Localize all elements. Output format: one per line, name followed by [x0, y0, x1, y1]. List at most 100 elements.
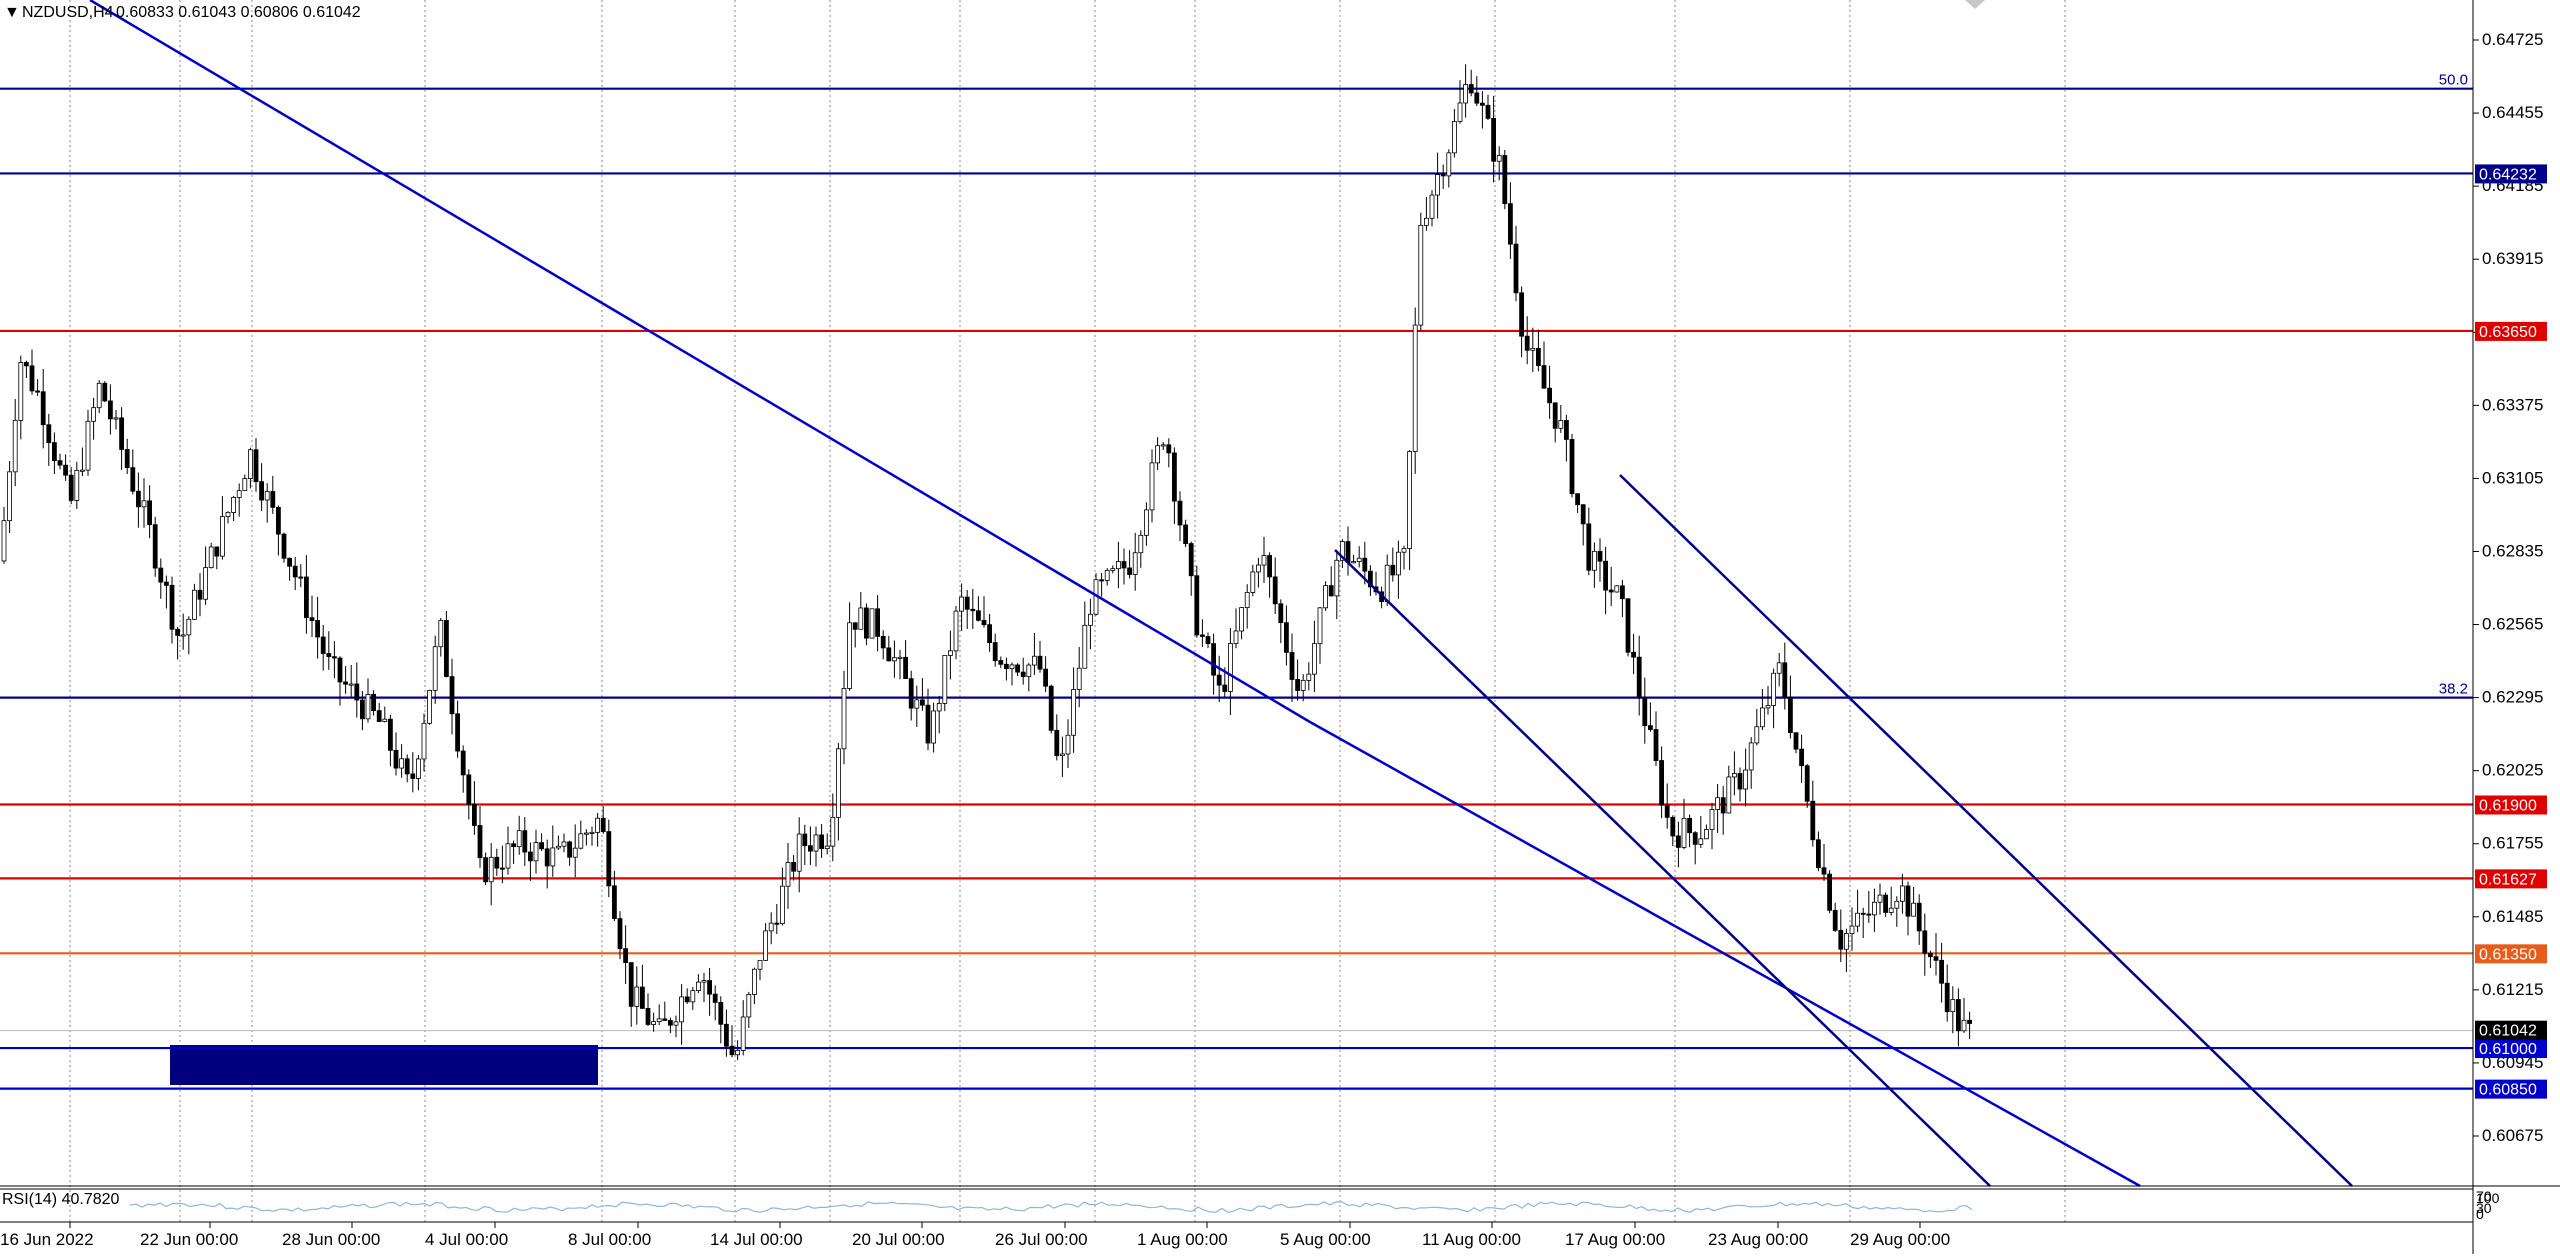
candle-bull — [763, 930, 768, 961]
candle-bull — [679, 996, 684, 1023]
candle-bear — [1513, 243, 1519, 294]
candle-bear — [404, 758, 410, 775]
candle-bear — [158, 567, 164, 583]
candle-bull — [1032, 655, 1037, 666]
candle-bear — [645, 1008, 651, 1025]
candle-bear — [1183, 524, 1188, 544]
candle-bear — [623, 948, 628, 963]
candle-bull — [421, 722, 427, 760]
candle-bear — [1642, 696, 1648, 727]
candle-bull — [1356, 557, 1362, 563]
candle-bull — [1888, 907, 1894, 913]
trendlines[interactable] — [89, 0, 2353, 1188]
candle-bull — [948, 650, 953, 656]
price-badge-label: 0.64232 — [2479, 166, 2537, 183]
demand-zone-rect[interactable] — [170, 1045, 598, 1085]
candle-bull — [942, 655, 948, 704]
candle-bull — [869, 608, 875, 639]
channel-upper[interactable] — [1619, 474, 2353, 1187]
candle-bear — [1564, 420, 1569, 440]
time-label: 14 Jul 00:00 — [710, 1230, 803, 1249]
candle-bull — [91, 407, 96, 422]
candle-bear — [1502, 155, 1508, 205]
time-label: 8 Jul 00:00 — [568, 1230, 651, 1249]
candle-bear — [1547, 387, 1552, 404]
price-tick-label: 0.62565 — [2482, 615, 2543, 634]
price-tick-label: 0.63915 — [2482, 249, 2543, 268]
candle-bear — [808, 845, 813, 852]
candle-bull — [1334, 559, 1340, 597]
candle-bull — [1384, 564, 1390, 603]
candle-bull — [1900, 885, 1905, 902]
candle-bear — [718, 1002, 724, 1025]
time-axis[interactable]: 16 Jun 2022 22 Jun 00:00 28 Jun 00:00 4 Jul… — [0, 1222, 1950, 1249]
candle-bull — [824, 845, 830, 850]
candle-bull — [1681, 817, 1687, 848]
candle-bull — [595, 817, 600, 833]
candle-bull — [1396, 551, 1401, 576]
candle-bear — [298, 576, 304, 579]
candle-bear — [169, 584, 175, 630]
time-label: 16 Jun 2022 — [0, 1230, 94, 1249]
candle-bull — [651, 1021, 656, 1025]
candle-bear — [1816, 839, 1821, 869]
trendline-main[interactable] — [89, 0, 1311, 724]
candle-bear — [1575, 493, 1580, 506]
candle-bull — [1760, 707, 1765, 728]
candle-bear — [998, 660, 1004, 665]
trendline-main-ext[interactable] — [1309, 720, 2141, 1188]
candle-bull — [1732, 773, 1737, 778]
horizontal-levels[interactable]: 50.0 38.2 — [0, 72, 2473, 1090]
candle-bear — [964, 596, 970, 610]
candle-bear — [1883, 894, 1888, 913]
candle-bull — [533, 842, 539, 862]
candle-bear — [35, 390, 40, 393]
price-tick-label: 0.62835 — [2482, 541, 2543, 560]
candle-bull — [225, 512, 231, 518]
candle-bear — [1670, 816, 1676, 837]
candle-bear — [275, 506, 281, 535]
candle-bull — [18, 362, 24, 421]
ohlc-values: 0.60833 0.61043 0.60806 0.61042 — [116, 4, 361, 21]
candle-bear — [1166, 444, 1172, 454]
price-axis[interactable]: 0.647250.644550.641850.639150.636450.633… — [2473, 30, 2543, 1145]
candle-bear — [567, 841, 572, 858]
candle-bear — [819, 834, 824, 850]
candle-bull — [1463, 84, 1468, 104]
channel-lower[interactable] — [1334, 549, 1991, 1187]
candle-bull — [1155, 445, 1160, 464]
candle-bull — [96, 382, 102, 409]
price-badges: 0.64232 0.63650 0.61900 0.61627 0.61350 0.610… — [2475, 164, 2547, 1099]
candle-bull — [561, 841, 567, 847]
candle-bear — [1788, 696, 1793, 734]
candle-bull — [780, 885, 785, 924]
candle-bear — [1474, 92, 1480, 104]
candle-bear — [197, 589, 203, 600]
candle-bull — [191, 589, 197, 620]
candle-bull — [701, 980, 707, 983]
current-price-badge — [2475, 1020, 2547, 1040]
candle-bear — [1211, 643, 1216, 676]
candle-bull — [208, 546, 214, 569]
candle-bull — [180, 634, 186, 637]
candle-bull — [578, 833, 584, 849]
collapse-arrow-icon[interactable]: ▼ — [4, 4, 20, 21]
candle-bear — [1368, 570, 1373, 588]
candle-bull — [85, 420, 91, 471]
chart-shift-marker-icon[interactable] — [1965, 0, 1985, 9]
candle-bear — [483, 857, 489, 883]
candle-bear — [1485, 104, 1491, 119]
candle-bear — [287, 557, 293, 567]
candle-bear — [600, 817, 606, 832]
candle-bull — [186, 618, 192, 636]
candle-bear — [987, 624, 992, 643]
candle-bear — [40, 391, 46, 426]
symbol-timeframe[interactable]: NZDUSD,H4 — [22, 4, 114, 21]
candle-bear — [46, 424, 52, 444]
candle-bull — [1950, 999, 1956, 1013]
candle-bear — [925, 704, 931, 744]
candle-bear — [214, 546, 220, 557]
candle-bear — [1200, 634, 1205, 637]
